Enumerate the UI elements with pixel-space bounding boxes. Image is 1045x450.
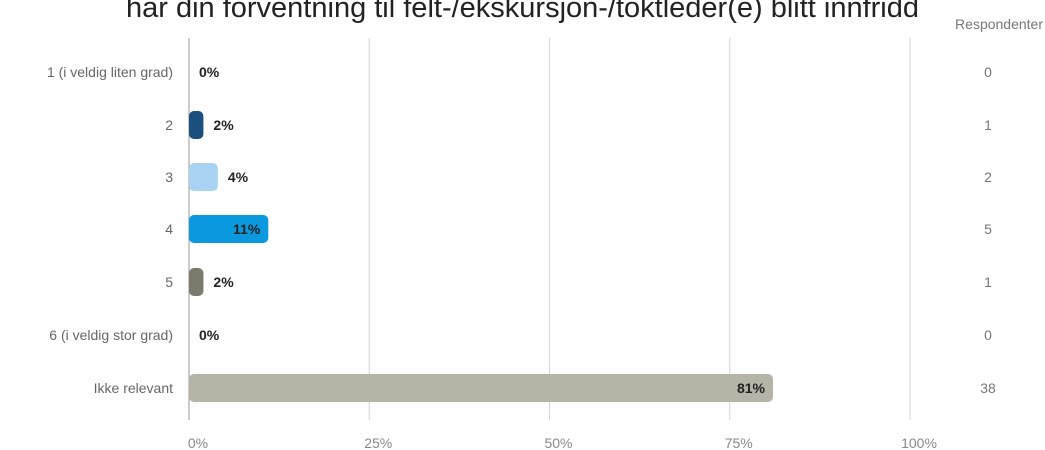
x-tick-label: 100%	[901, 435, 937, 450]
bar	[189, 374, 774, 402]
bar	[189, 163, 218, 191]
category-label: 4	[165, 221, 173, 237]
bar	[189, 268, 204, 296]
chart-title: har din forventning til felt-/ekskursjon…	[125, 0, 920, 24]
x-tick-label: 50%	[544, 435, 572, 450]
x-tick-label: 0%	[188, 435, 208, 450]
x-tick-label: 25%	[364, 435, 392, 450]
value-label: 81%	[737, 380, 766, 396]
respondents-value: 5	[984, 221, 992, 237]
x-tick-label: 75%	[725, 435, 753, 450]
bar	[189, 215, 269, 243]
value-label: 0%	[199, 327, 220, 343]
value-label: 0%	[199, 64, 220, 80]
category-label: Ikke relevant	[94, 380, 173, 396]
value-label: 2%	[213, 274, 234, 290]
bar	[189, 111, 204, 139]
value-label: 2%	[213, 117, 234, 133]
value-label: 4%	[228, 169, 249, 185]
value-label: 11%	[233, 221, 261, 237]
category-label: 3	[165, 169, 173, 185]
respondents-value: 0	[984, 64, 992, 80]
respondents-value: 1	[984, 274, 992, 290]
respondents-value: 38	[980, 380, 996, 396]
category-label: 2	[165, 117, 173, 133]
respondents-header: Respondenter	[955, 16, 1043, 32]
respondents-value: 2	[984, 169, 992, 185]
respondents-value: 1	[984, 117, 992, 133]
category-label: 5	[165, 274, 173, 290]
category-label: 6 (i veldig stor grad)	[49, 327, 173, 343]
respondents-value: 0	[984, 327, 992, 343]
category-label: 1 (i veldig liten grad)	[47, 64, 173, 80]
